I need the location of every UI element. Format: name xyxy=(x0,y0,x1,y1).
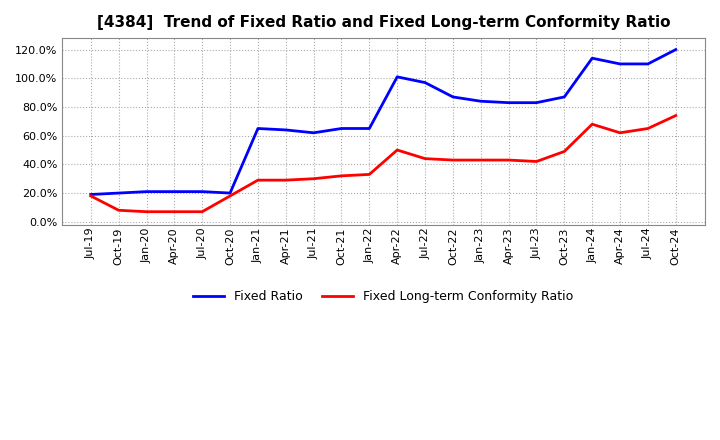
Fixed Ratio xyxy=(532,100,541,105)
Line: Fixed Ratio: Fixed Ratio xyxy=(91,50,676,194)
Fixed Ratio xyxy=(672,47,680,52)
Fixed Ratio xyxy=(588,55,596,61)
Fixed Long-term Conformity Ratio xyxy=(365,172,374,177)
Line: Fixed Long-term Conformity Ratio: Fixed Long-term Conformity Ratio xyxy=(91,116,676,212)
Fixed Ratio xyxy=(560,94,569,99)
Fixed Long-term Conformity Ratio xyxy=(226,193,235,198)
Fixed Ratio xyxy=(644,61,652,66)
Legend: Fixed Ratio, Fixed Long-term Conformity Ratio: Fixed Ratio, Fixed Long-term Conformity … xyxy=(188,285,578,308)
Fixed Long-term Conformity Ratio xyxy=(142,209,150,214)
Fixed Long-term Conformity Ratio xyxy=(588,121,596,127)
Fixed Long-term Conformity Ratio xyxy=(672,113,680,118)
Fixed Ratio xyxy=(86,192,95,197)
Fixed Ratio xyxy=(420,80,429,85)
Fixed Long-term Conformity Ratio xyxy=(560,149,569,154)
Fixed Ratio xyxy=(170,189,179,194)
Fixed Ratio xyxy=(365,126,374,131)
Fixed Long-term Conformity Ratio xyxy=(282,177,290,183)
Fixed Long-term Conformity Ratio xyxy=(393,147,402,153)
Fixed Ratio xyxy=(504,100,513,105)
Fixed Long-term Conformity Ratio xyxy=(253,177,262,183)
Fixed Ratio xyxy=(282,127,290,132)
Fixed Long-term Conformity Ratio xyxy=(198,209,207,214)
Fixed Ratio xyxy=(337,126,346,131)
Fixed Long-term Conformity Ratio xyxy=(310,176,318,181)
Fixed Ratio xyxy=(449,94,457,99)
Fixed Long-term Conformity Ratio xyxy=(504,158,513,163)
Fixed Long-term Conformity Ratio xyxy=(337,173,346,179)
Fixed Ratio xyxy=(253,126,262,131)
Fixed Long-term Conformity Ratio xyxy=(616,130,624,136)
Fixed Long-term Conformity Ratio xyxy=(449,158,457,163)
Fixed Long-term Conformity Ratio xyxy=(114,208,123,213)
Fixed Long-term Conformity Ratio xyxy=(644,126,652,131)
Fixed Long-term Conformity Ratio xyxy=(420,156,429,161)
Fixed Long-term Conformity Ratio xyxy=(477,158,485,163)
Fixed Long-term Conformity Ratio xyxy=(170,209,179,214)
Fixed Ratio xyxy=(616,61,624,66)
Fixed Ratio xyxy=(310,130,318,136)
Fixed Ratio xyxy=(198,189,207,194)
Fixed Ratio xyxy=(142,189,150,194)
Fixed Ratio xyxy=(393,74,402,80)
Title: [4384]  Trend of Fixed Ratio and Fixed Long-term Conformity Ratio: [4384] Trend of Fixed Ratio and Fixed Lo… xyxy=(96,15,670,30)
Fixed Long-term Conformity Ratio xyxy=(86,193,95,198)
Fixed Ratio xyxy=(114,191,123,196)
Fixed Ratio xyxy=(477,99,485,104)
Fixed Long-term Conformity Ratio xyxy=(532,159,541,164)
Fixed Ratio xyxy=(226,191,235,196)
